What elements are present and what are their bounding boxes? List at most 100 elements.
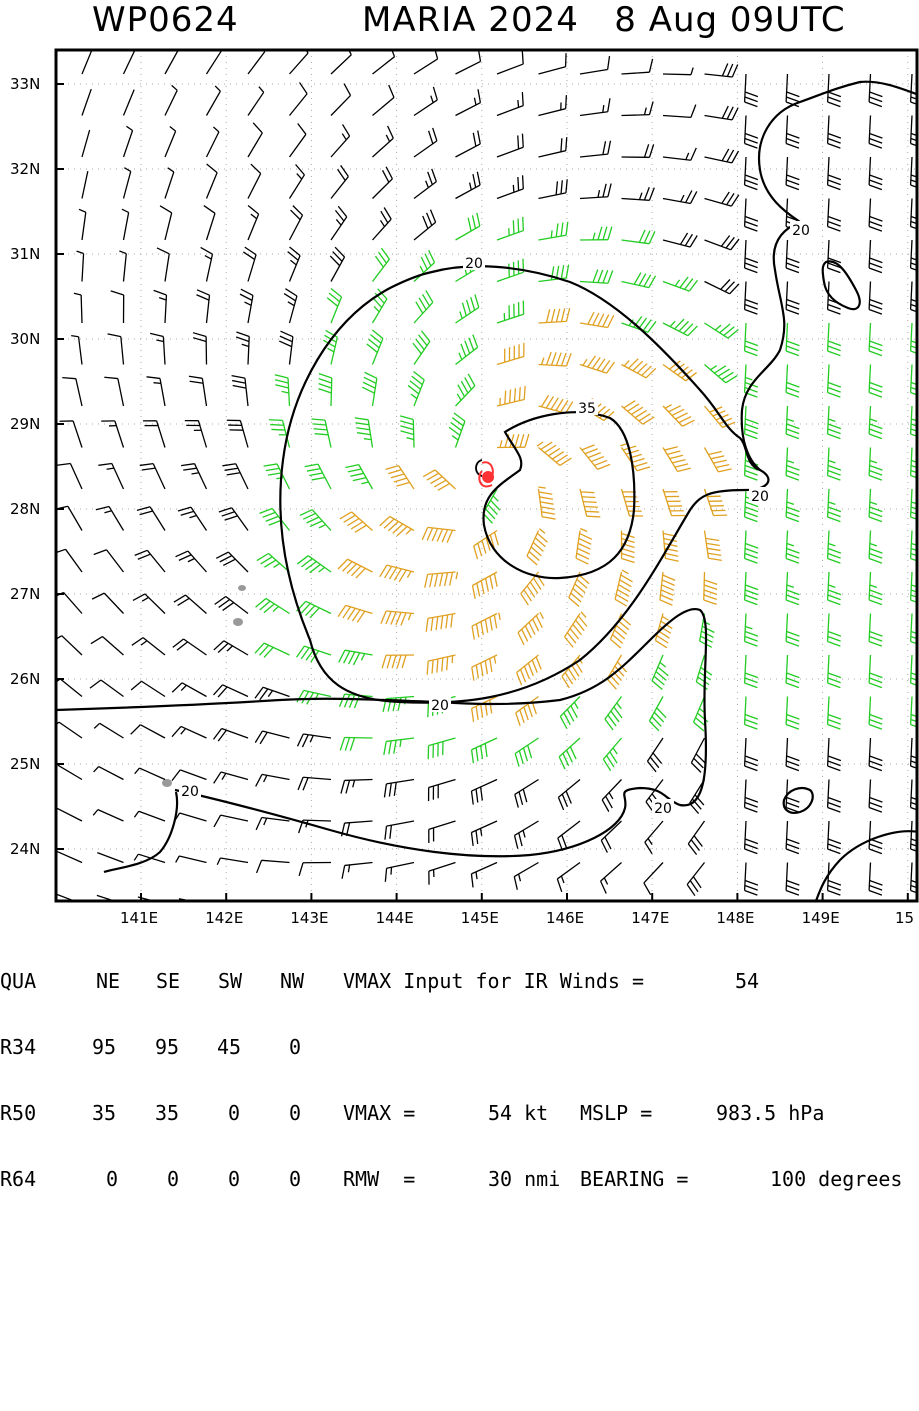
wind-barb: [386, 466, 414, 489]
wind-barb: [580, 489, 600, 517]
se-header: SE: [156, 970, 180, 992]
lon-tick-label: 15: [895, 909, 914, 927]
wind-barb: [57, 592, 82, 613]
wind-barb: [414, 169, 436, 199]
wind-barb: [176, 813, 207, 821]
wind-barb: [663, 233, 697, 247]
wind-barb: [828, 738, 841, 771]
wind-barb: [373, 44, 395, 74]
wind-barb: [288, 247, 300, 282]
bearing-value: 100 degrees: [770, 1168, 902, 1190]
wind-barb: [207, 127, 219, 157]
wind-barb: [869, 199, 882, 232]
ne-header: NE: [96, 970, 120, 992]
wind-barb: [290, 206, 303, 240]
wind-barb: [255, 687, 289, 700]
wind-barb: [828, 655, 841, 688]
wind-barb: [786, 614, 799, 647]
wind-barb: [104, 377, 123, 406]
wind-barb: [580, 356, 614, 373]
wind-barb: [96, 507, 124, 531]
wind-barb: [601, 863, 622, 894]
wind-barb: [786, 406, 799, 439]
lon-tick-label: 145E: [461, 909, 499, 927]
wind-barb: [603, 738, 621, 771]
rmw-value: 30 nmi: [488, 1168, 560, 1190]
wind-barb: [131, 725, 165, 738]
wind-barb: [373, 126, 394, 157]
wind-barb: [786, 282, 799, 315]
wind-barb: [207, 164, 218, 199]
wind-barb: [828, 157, 841, 190]
wind-barb: [428, 738, 455, 759]
wind-barb: [828, 821, 841, 854]
wind-barb: [426, 614, 455, 632]
wind-barb: [213, 729, 248, 742]
contour-20kt-main: [280, 266, 768, 702]
wind-barb: [539, 222, 568, 240]
wind-barb: [869, 406, 882, 439]
wind-barb: [472, 613, 500, 640]
wind-barb: [338, 559, 372, 578]
wind-barb: [382, 655, 414, 668]
wind-barb: [539, 137, 567, 157]
wind-barb: [58, 765, 82, 779]
wind-barb: [414, 291, 433, 323]
r34-row: R34 95 95 45 0: [0, 1036, 919, 1058]
wind-barb: [248, 123, 262, 157]
wind-barb: [215, 596, 248, 613]
storm-center: [479, 462, 494, 486]
wind-barb: [869, 365, 882, 398]
wind-barb: [786, 780, 799, 813]
bearing-label: BEARING =: [580, 1168, 688, 1190]
wind-barb: [869, 448, 882, 481]
wind-barb: [456, 213, 480, 240]
wind-barb: [339, 650, 373, 665]
wind-barb: [647, 738, 663, 772]
wind-barb: [576, 529, 592, 565]
wind-barb: [297, 690, 331, 704]
vmax-input-value: 54: [735, 970, 759, 992]
wind-barb: [869, 863, 882, 896]
wind-barb: [539, 53, 567, 74]
wind-barb: [331, 165, 348, 198]
r50-label: R50: [0, 1102, 36, 1124]
lat-tick-label: 30N: [10, 330, 40, 348]
wind-barb: [687, 863, 704, 896]
wind-barb: [56, 894, 82, 904]
wind-barb: [165, 127, 176, 157]
wind-barb: [472, 572, 497, 599]
wind-barb: [622, 187, 655, 200]
wind-barb: [786, 240, 799, 273]
wind-barb: [869, 74, 882, 107]
wind-barb: [236, 332, 249, 365]
wind-barb: [745, 572, 759, 605]
wind-barb: [338, 605, 372, 622]
wind-barb: [98, 464, 123, 489]
r64-se: 0: [167, 1168, 179, 1190]
wind-barb: [449, 413, 465, 448]
wind-barb: [82, 48, 93, 74]
wind-barb: [786, 697, 799, 730]
wind-barb: [340, 694, 373, 708]
wind-barb: [423, 470, 455, 490]
wind-barb: [214, 772, 248, 783]
wind-barb: [150, 333, 165, 364]
wind-barb: [663, 489, 685, 516]
wind-barb: [297, 556, 331, 573]
lat-tick-label: 29N: [10, 415, 40, 433]
wind-barb: [869, 572, 882, 605]
wind-barb: [652, 655, 668, 690]
wind-barb: [828, 282, 841, 315]
wind-barb: [227, 420, 248, 447]
wind-barb: [828, 323, 841, 356]
info-header-row: QUA NE SE SW NW VMAX Input for IR Winds …: [0, 970, 919, 992]
wind-barb: [172, 683, 206, 697]
wind-barb: [622, 273, 656, 288]
contour-label: 35: [578, 401, 596, 417]
wind-barb: [414, 128, 437, 157]
contour-35kt-inner: [483, 412, 634, 578]
wind-barb: [290, 123, 306, 157]
